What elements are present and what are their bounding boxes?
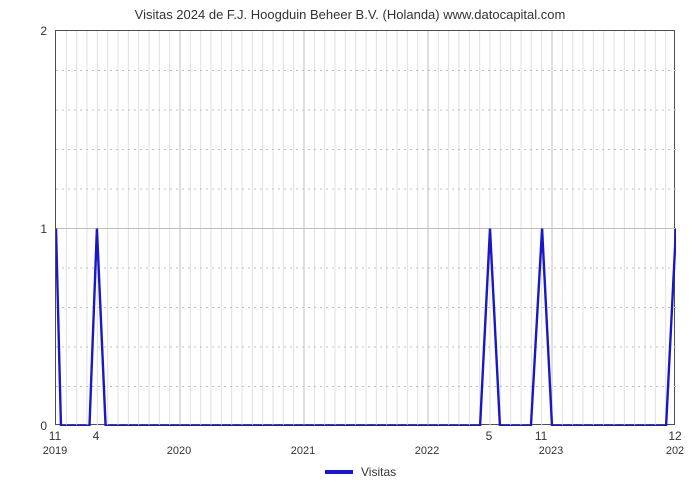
chart-title: Visitas 2024 de F.J. Hoogduin Beheer B.V… [0, 6, 700, 24]
plot-area [55, 30, 675, 425]
y-tick-label: 1 [40, 222, 47, 236]
chart-container: { "title": "Visitas 2024 de F.J. Hoogdui… [0, 0, 700, 500]
plot-svg [56, 31, 676, 426]
x-year-label: 2019 [43, 445, 67, 457]
legend-label: Visitas [361, 465, 396, 479]
chart-title-text: Visitas 2024 de F.J. Hoogduin Beheer B.V… [135, 7, 566, 22]
legend: Visitas [325, 465, 396, 479]
x-year-label: 202 [666, 445, 684, 457]
y-tick-label: 2 [40, 24, 47, 38]
legend-swatch [325, 470, 353, 474]
data-point-label: 11 [535, 429, 547, 443]
data-point-label: 5 [486, 429, 493, 443]
data-point-label: 4 [93, 429, 100, 443]
x-year-label: 2021 [291, 445, 315, 457]
data-point-label: 12 [668, 429, 681, 443]
x-year-label: 2020 [167, 445, 191, 457]
x-year-label: 2022 [415, 445, 439, 457]
y-tick-label: 0 [40, 419, 47, 433]
data-point-label: 11 [49, 429, 61, 443]
x-year-label: 2023 [539, 445, 563, 457]
